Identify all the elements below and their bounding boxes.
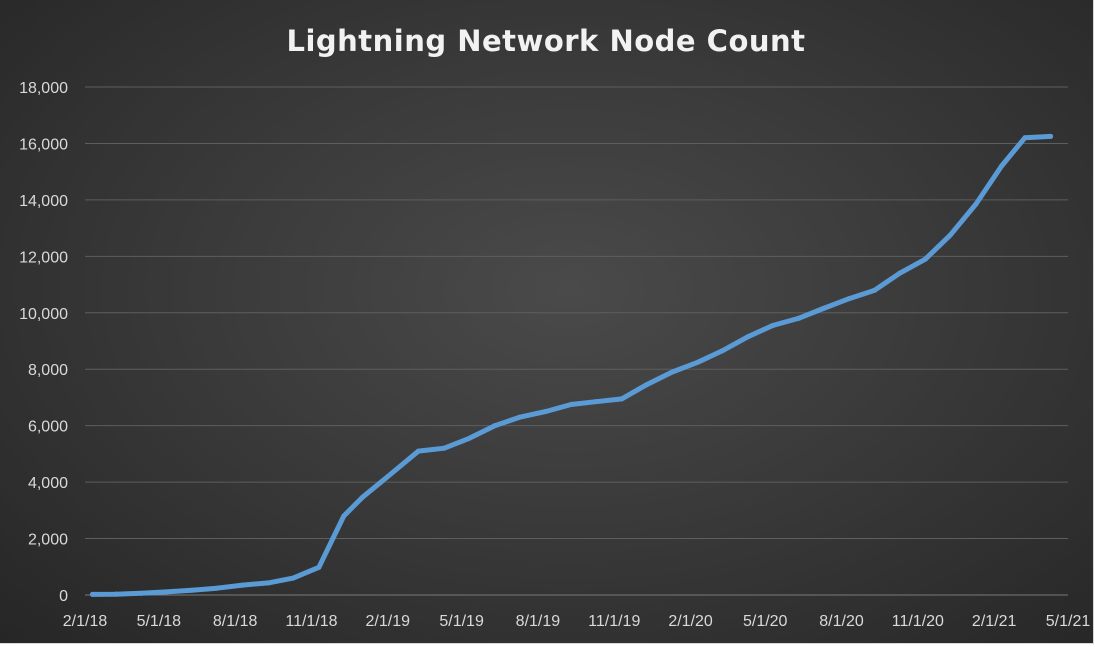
data-point	[542, 409, 548, 415]
y-tick-label: 0	[59, 588, 68, 605]
data-point	[947, 232, 953, 238]
data-point	[644, 382, 650, 388]
data-point	[846, 296, 852, 302]
data-point	[441, 445, 447, 451]
data-point	[113, 591, 119, 597]
data-point	[872, 287, 878, 293]
x-tick-label: 11/1/20	[892, 613, 944, 630]
data-point	[719, 348, 725, 354]
chart-title: Lightning Network Node Count	[286, 24, 805, 58]
data-point	[973, 201, 979, 207]
data-point	[163, 589, 169, 595]
y-tick-label: 12,000	[19, 249, 68, 266]
y-tick-label: 18,000	[19, 80, 68, 97]
data-point	[240, 582, 246, 588]
data-point	[265, 580, 271, 586]
data-point	[492, 423, 498, 429]
x-tick-label: 11/1/19	[588, 613, 640, 630]
x-tick-label: 2/1/20	[668, 613, 713, 630]
data-point	[517, 414, 523, 420]
x-tick-label: 2/1/21	[972, 613, 1017, 630]
y-tick-label: 16,000	[19, 136, 68, 153]
data-point	[466, 435, 472, 441]
data-point	[745, 334, 751, 340]
data-point	[695, 359, 701, 365]
x-tick-label: 8/1/20	[819, 613, 864, 630]
series-line	[90, 133, 1054, 597]
y-tick-label: 8,000	[28, 362, 68, 379]
data-point	[568, 402, 574, 407]
y-tick-label: 2,000	[28, 532, 68, 549]
data-point	[669, 369, 675, 375]
data-point	[89, 591, 95, 597]
data-point	[922, 256, 928, 262]
x-tick-label: 2/1/18	[63, 613, 108, 630]
x-tick-label: 5/1/21	[1046, 613, 1091, 630]
x-tick-label: 2/1/19	[366, 613, 411, 630]
data-point	[385, 473, 391, 479]
data-point	[999, 163, 1005, 169]
x-tick-label: 5/1/18	[137, 613, 182, 630]
data-point	[1022, 135, 1028, 141]
y-tick-label: 10,000	[19, 306, 68, 323]
gridlines	[85, 86, 1068, 596]
data-point	[897, 270, 903, 276]
data-point	[316, 564, 322, 570]
data-point	[290, 575, 296, 581]
y-tick-label: 6,000	[28, 419, 68, 436]
x-axis: 2/1/18 5/1/18 8/1/18 11/1/18 2/1/19 5/1/19 8/1…	[63, 613, 1091, 630]
y-tick-label: 4,000	[28, 475, 68, 492]
data-point	[593, 399, 599, 405]
y-axis: 0 2,000 4,000 6,000 8,000 10,000 12,000 14,000 1…	[19, 80, 68, 605]
series-layer	[89, 133, 1054, 597]
data-point	[341, 513, 347, 519]
x-tick-label: 11/1/18	[285, 613, 337, 630]
x-tick-label: 5/1/20	[743, 613, 788, 630]
data-point	[138, 590, 144, 596]
data-point	[214, 585, 220, 591]
data-point	[1048, 133, 1054, 139]
x-tick-label: 8/1/18	[213, 613, 258, 630]
data-point	[359, 495, 365, 501]
data-point	[795, 315, 801, 321]
data-point	[770, 322, 776, 328]
x-tick-label: 5/1/19	[439, 613, 484, 630]
y-tick-label: 14,000	[19, 193, 68, 210]
data-point	[619, 396, 625, 402]
data-point	[820, 306, 826, 312]
x-tick-label: 8/1/19	[516, 613, 561, 630]
data-point	[415, 448, 421, 454]
data-point	[189, 587, 195, 593]
